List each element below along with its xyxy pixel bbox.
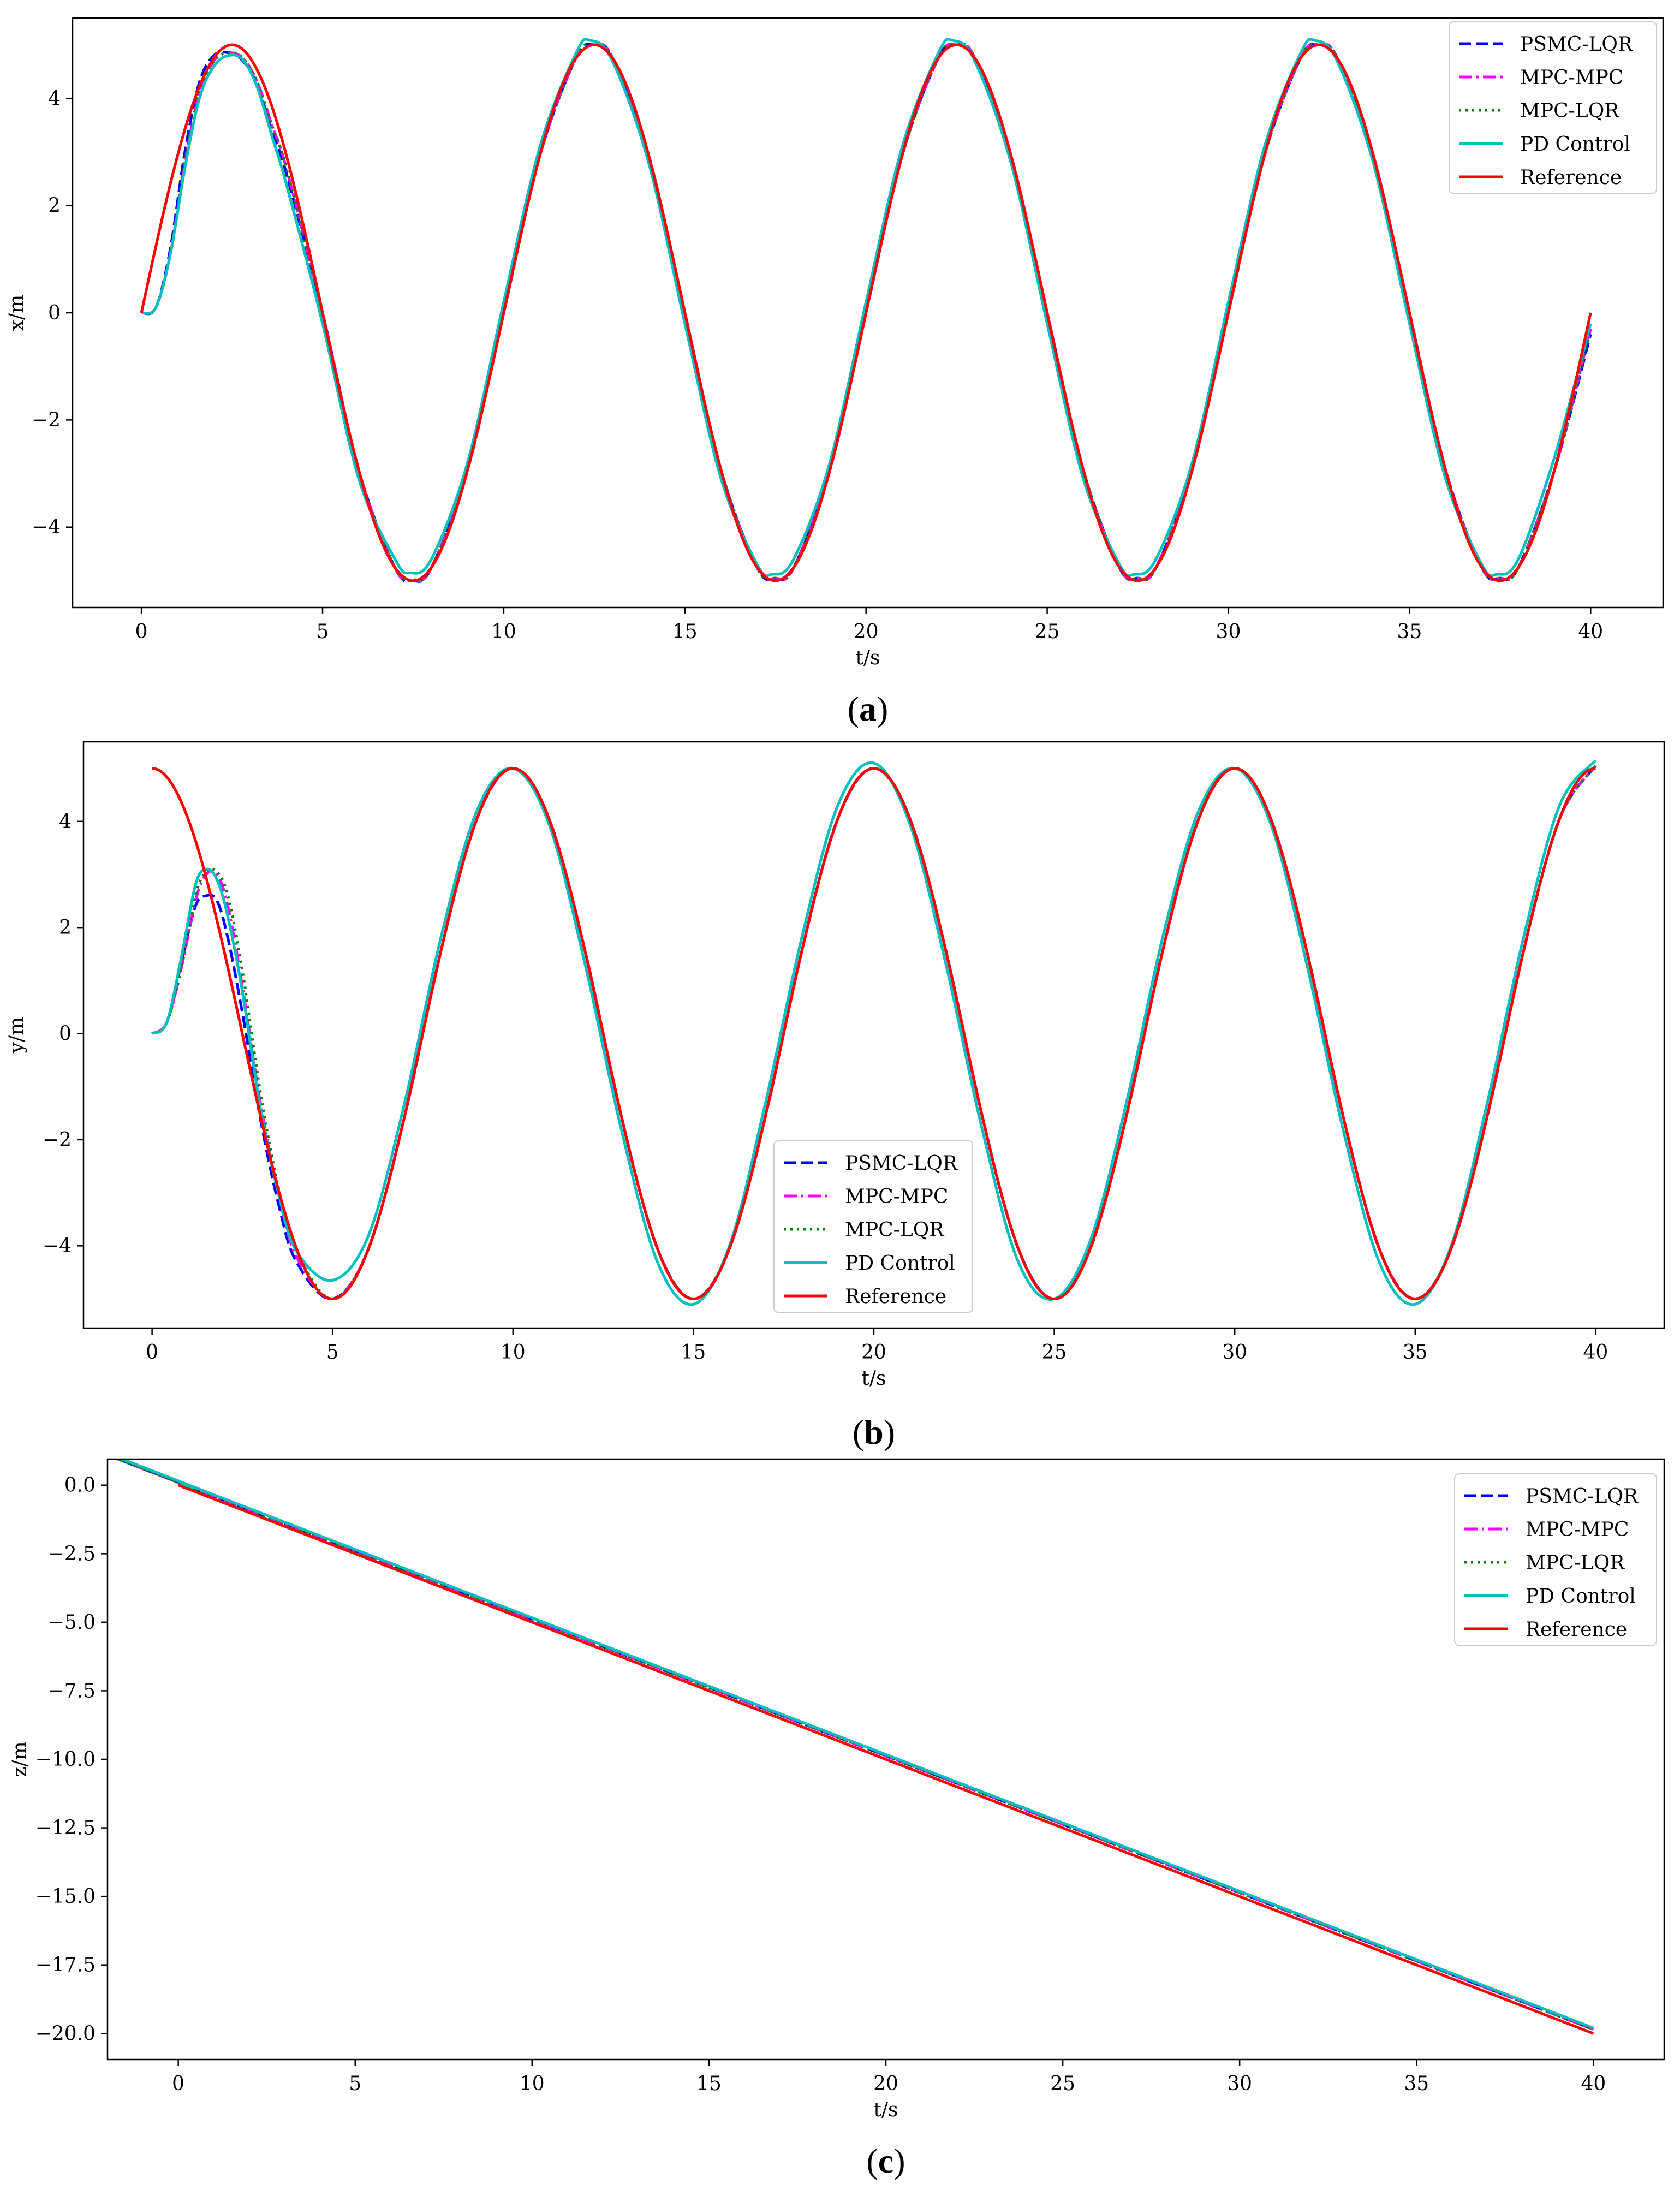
legend-label: PSMC-LQR bbox=[1526, 1485, 1639, 1508]
x-axis-label: t/s bbox=[861, 1367, 886, 1390]
x-tick-label: 15 bbox=[672, 621, 698, 643]
x-tick-label: 40 bbox=[1583, 1341, 1608, 1364]
x-tick-label: 20 bbox=[854, 621, 879, 643]
y-tick-label: 2 bbox=[48, 195, 61, 217]
y-tick-label: −2 bbox=[32, 409, 61, 431]
x-tick-label: 5 bbox=[317, 621, 329, 643]
legend-box bbox=[1449, 21, 1657, 194]
x-tick-label: 25 bbox=[1035, 621, 1060, 643]
legend: PSMC-LQR MPC-MPC MPC-LQR PD Control Referenc… bbox=[1454, 1473, 1657, 1646]
series-line-pd-control bbox=[117, 1459, 1594, 2030]
y-tick-label: −5.0 bbox=[48, 1611, 96, 1634]
x-tick-label: 30 bbox=[1216, 621, 1241, 643]
legend-label: Reference bbox=[1520, 166, 1622, 189]
legend-label: PSMC-LQR bbox=[1520, 33, 1633, 56]
x-tick-label: 10 bbox=[501, 1341, 526, 1364]
x-tick-label: 40 bbox=[1578, 621, 1603, 643]
legend-label: MPC-MPC bbox=[845, 1186, 948, 1208]
legend-label: MPC-MPC bbox=[1520, 67, 1623, 89]
x-tick-label: 0 bbox=[146, 1341, 158, 1364]
x-tick-label: 0 bbox=[135, 621, 148, 643]
y-tick-label: −15.0 bbox=[35, 1885, 96, 1908]
plot-area bbox=[114, 1459, 1594, 2035]
legend-label: MPC-LQR bbox=[1526, 1552, 1625, 1574]
legend: PSMC-LQR MPC-MPC MPC-LQR PD Control Referenc… bbox=[1449, 21, 1657, 194]
series-line-reference bbox=[140, 43, 1592, 582]
legend-box bbox=[773, 1140, 973, 1313]
x-tick-label: 25 bbox=[1042, 1341, 1067, 1364]
legend-label: MPC-LQR bbox=[845, 1219, 944, 1241]
legend-label: MPC-MPC bbox=[1526, 1519, 1629, 1541]
axes-frame bbox=[72, 17, 1664, 609]
x-axis-label: t/s bbox=[855, 647, 880, 669]
x-tick-label: 15 bbox=[696, 2073, 722, 2095]
y-axis-label: y/m bbox=[5, 1017, 28, 1054]
y-axis-label: z/m bbox=[9, 1741, 31, 1777]
y-tick-label: 0 bbox=[59, 1023, 72, 1045]
y-tick-label: −17.5 bbox=[35, 1954, 96, 1977]
y-tick-label: 0.0 bbox=[64, 1474, 96, 1497]
legend-label: PD Control bbox=[845, 1252, 955, 1275]
y-tick-label: −2.5 bbox=[48, 1543, 96, 1565]
chart-panel-b: 0 5 10 15 20 25 30 35 40 −4 −2 0 2 4 t/s y/m PSMC-LQR MPC… bbox=[5, 741, 1665, 1451]
panel-caption: (a) bbox=[848, 689, 889, 728]
y-tick-label: −20.0 bbox=[35, 2022, 96, 2045]
legend-label: Reference bbox=[845, 1286, 946, 1308]
y-tick-label: −7.5 bbox=[48, 1680, 96, 1702]
y-tick-label: −2 bbox=[43, 1129, 72, 1151]
y-tick-label: 0 bbox=[48, 302, 61, 324]
x-tick-label: 30 bbox=[1227, 2073, 1252, 2095]
plot-area bbox=[140, 38, 1592, 583]
series-line-mpc-mpc bbox=[141, 43, 1592, 582]
x-tick-label: 10 bbox=[520, 2073, 545, 2095]
plot-area bbox=[151, 759, 1597, 1306]
legend-label: PD Control bbox=[1526, 1585, 1636, 1608]
legend-label: PD Control bbox=[1520, 133, 1630, 156]
x-tick-label: 0 bbox=[172, 2073, 184, 2095]
x-tick-label: 35 bbox=[1404, 2073, 1429, 2095]
y-axis-label: x/m bbox=[5, 295, 28, 331]
y-tick-label: 4 bbox=[59, 811, 72, 833]
legend-label: Reference bbox=[1526, 1618, 1627, 1641]
x-tick-label: 35 bbox=[1403, 1341, 1428, 1364]
y-tick-label: −10.0 bbox=[35, 1748, 96, 1771]
legend-label: MPC-LQR bbox=[1520, 100, 1619, 122]
chart-panel-a: 0 5 10 15 20 25 30 35 40 −4 −2 0 2 4 t/s x/m PSMC-LQR MPC… bbox=[5, 17, 1664, 728]
series-line-reference bbox=[152, 767, 1596, 1300]
x-axis-label: t/s bbox=[873, 2099, 898, 2121]
x-tick-label: 15 bbox=[681, 1341, 706, 1364]
y-tick-label: 2 bbox=[59, 917, 72, 939]
x-tick-label: 40 bbox=[1581, 2073, 1606, 2095]
x-tick-label: 20 bbox=[861, 1341, 886, 1364]
panel-caption: (b) bbox=[853, 1413, 895, 1451]
chart-panel-c: 0 5 10 15 20 25 30 35 40 0.0 −2.5 −5.0 −7.5 −10.0 −12.… bbox=[9, 1458, 1665, 2180]
x-tick-label: 5 bbox=[349, 2073, 361, 2095]
legend-label: PSMC-LQR bbox=[845, 1152, 958, 1175]
x-tick-label: 5 bbox=[326, 1341, 339, 1364]
y-tick-label: −4 bbox=[43, 1235, 72, 1257]
panel-caption: (c) bbox=[866, 2141, 905, 2180]
y-tick-label: −4 bbox=[32, 516, 61, 539]
series-line-pd-control bbox=[151, 759, 1597, 1306]
x-tick-label: 10 bbox=[491, 621, 516, 643]
x-tick-label: 35 bbox=[1397, 621, 1422, 643]
legend: PSMC-LQR MPC-MPC MPC-LQR PD Control Referenc… bbox=[773, 1140, 973, 1313]
legend-box bbox=[1454, 1473, 1657, 1646]
x-tick-label: 25 bbox=[1050, 2073, 1075, 2095]
y-tick-label: 4 bbox=[48, 87, 61, 110]
series-line-reference bbox=[177, 1484, 1594, 2035]
x-tick-label: 30 bbox=[1222, 1341, 1247, 1364]
y-tick-label: −12.5 bbox=[35, 1817, 96, 1840]
x-tick-label: 20 bbox=[873, 2073, 898, 2095]
